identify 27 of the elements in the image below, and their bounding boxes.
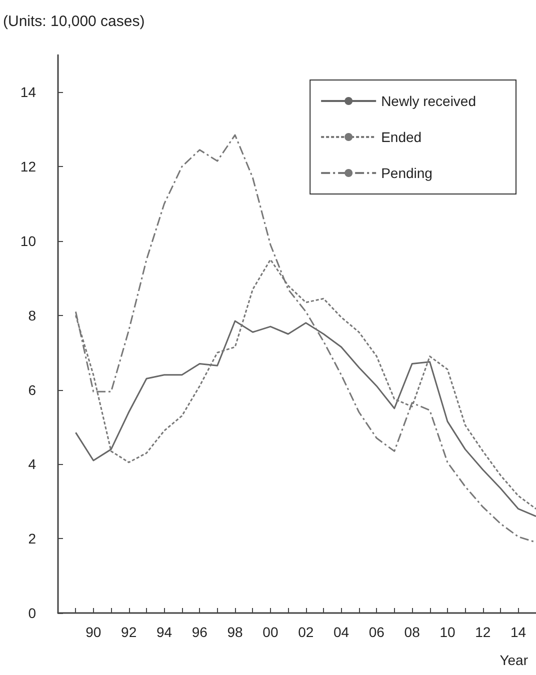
x-tick-label: 14 (510, 624, 526, 640)
x-tick-label: 90 (86, 624, 102, 640)
x-tick-label: 98 (227, 624, 244, 640)
y-tick-label: 8 (28, 307, 36, 324)
y-tick-label: 14 (20, 84, 36, 100)
y-tick-label: 10 (20, 233, 36, 249)
x-tick-label: 12 (475, 624, 491, 640)
y-axis-title: (Units: 10,000 cases) (3, 13, 145, 30)
x-tick-label: 94 (156, 624, 172, 640)
x-tick-label: 00 (262, 624, 278, 640)
y-tick-label: 0 (28, 605, 36, 621)
line-series (74, 320, 536, 518)
x-tick-label: 02 (298, 624, 314, 640)
x-tick-label: 92 (121, 624, 137, 640)
legend-label: Pending (381, 165, 432, 181)
x-tick-label: 04 (333, 624, 350, 640)
x-tick-label: 08 (404, 624, 420, 640)
y-tick-label: 2 (28, 530, 36, 547)
x-tick-label: 06 (368, 624, 385, 640)
x-axis-title: Year (500, 652, 528, 668)
x-tick-label: 96 (192, 624, 208, 640)
y-tick-label: 4 (28, 456, 36, 472)
y-tick-label: 6 (28, 382, 36, 398)
legend-label: Ended (381, 129, 422, 145)
x-tick-label: 10 (440, 624, 456, 640)
legend-label: Newly received (381, 93, 476, 109)
y-tick-label: 12 (20, 158, 36, 175)
